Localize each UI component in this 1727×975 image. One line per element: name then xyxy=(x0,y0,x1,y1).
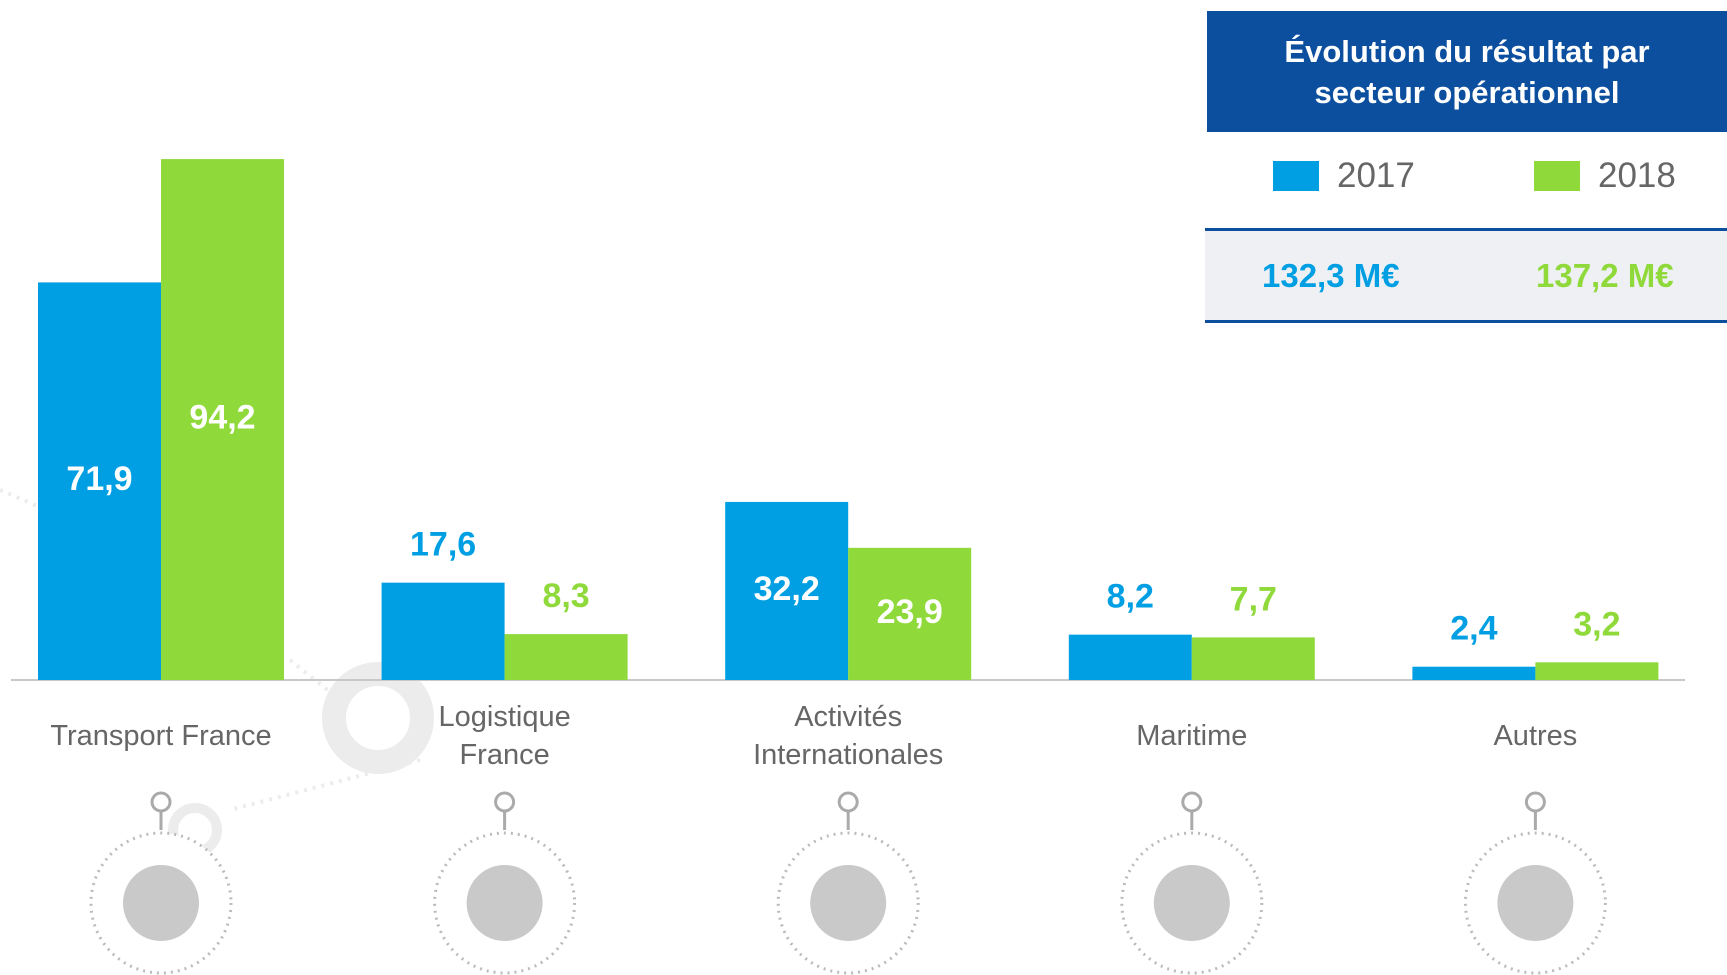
icon-core xyxy=(466,865,543,941)
legend-item: 2017 xyxy=(1273,156,1415,196)
total-value: 137,2 M€ xyxy=(1536,257,1674,294)
category-label: Autres xyxy=(1493,720,1578,752)
value-label: 71,9 xyxy=(66,460,132,498)
deco-ring xyxy=(322,662,434,774)
legend-item: 2018 xyxy=(1534,156,1676,196)
legend-label: 2017 xyxy=(1337,156,1415,195)
bar xyxy=(1191,637,1315,680)
value-label: 7,7 xyxy=(1230,580,1277,618)
value-label: 32,2 xyxy=(754,570,820,608)
bar xyxy=(38,282,161,680)
bar xyxy=(1068,634,1192,680)
icon-core xyxy=(123,865,199,941)
value-label: 17,6 xyxy=(410,526,476,564)
icon-pin xyxy=(1524,791,1546,813)
icon-pin xyxy=(1181,791,1203,813)
icon-pin xyxy=(837,791,859,813)
value-label: 23,9 xyxy=(877,593,943,631)
category-label: Transport France xyxy=(50,720,272,752)
value-label: 3,2 xyxy=(1573,605,1620,643)
bar xyxy=(381,582,505,680)
bar xyxy=(1535,662,1659,680)
bar xyxy=(161,159,284,681)
icon-core xyxy=(1497,865,1574,941)
legend-label: 2018 xyxy=(1598,156,1676,195)
totals-row: 132,3 M€ 137,2 M€ xyxy=(1205,228,1727,323)
value-label: 94,2 xyxy=(189,399,255,437)
bar xyxy=(1412,666,1536,680)
bar xyxy=(504,634,628,680)
total-value: 132,3 M€ xyxy=(1262,257,1400,294)
category-label: Activités Internationales xyxy=(753,701,944,771)
icon-core xyxy=(1153,865,1230,941)
category-label: Maritime xyxy=(1136,720,1248,752)
value-label: 8,2 xyxy=(1107,578,1154,616)
legend-swatch xyxy=(1534,161,1580,191)
legend-header: Évolution du résultat par secteur opérat… xyxy=(1207,11,1727,132)
bar xyxy=(848,547,972,680)
icon-core xyxy=(810,865,887,941)
icon-pin xyxy=(494,791,516,813)
bar xyxy=(725,501,849,680)
category-label: Logistique France xyxy=(438,701,571,771)
value-label: 8,3 xyxy=(542,577,589,615)
icon-pin xyxy=(150,791,172,813)
value-label: 2,4 xyxy=(1450,610,1497,648)
legend-swatch xyxy=(1273,161,1319,191)
chart-title: Évolution du résultat par secteur opérat… xyxy=(1284,33,1650,110)
